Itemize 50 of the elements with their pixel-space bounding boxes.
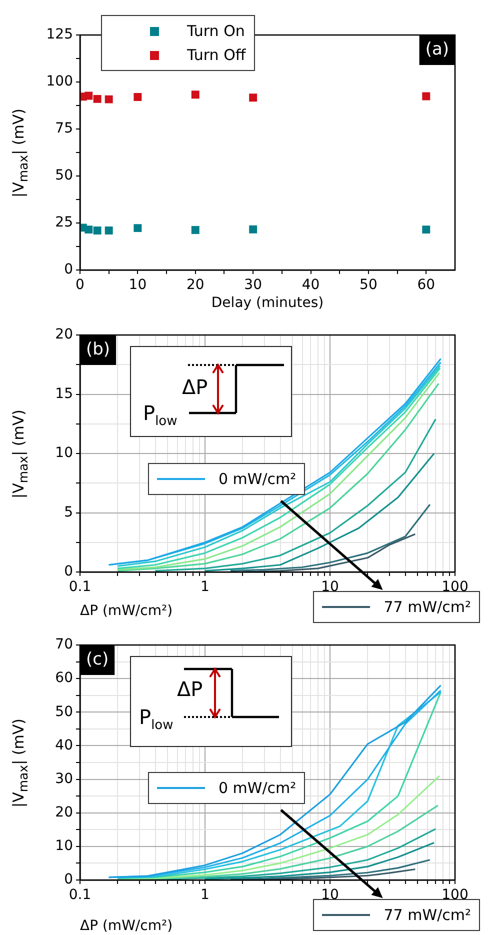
- x-axis-title: Delay (minutes): [211, 295, 324, 312]
- y-tick-label: 60: [55, 670, 73, 686]
- x-tick-label: 100: [442, 579, 468, 596]
- x-tick-label: 0.1: [68, 579, 92, 596]
- y-tick-label: 20: [55, 804, 73, 820]
- legend-label: 77 mW/cm²: [384, 906, 471, 924]
- y-tick-label: 25: [55, 214, 73, 231]
- x-tick-label: 10: [321, 887, 339, 904]
- y-tick-label: 125: [46, 26, 73, 43]
- y-tick-label: 15: [55, 386, 73, 402]
- annotation: ΔP: [182, 375, 208, 399]
- legend-label: 0 mW/cm²: [218, 778, 296, 797]
- legend-label: Turn Off: [187, 46, 246, 64]
- y-tick-label: 50: [55, 168, 73, 184]
- x-tick-label: 0.1: [68, 887, 92, 904]
- x-tick-label: 50: [360, 277, 378, 294]
- y-tick-label: 30: [55, 770, 73, 787]
- y-tick-label: 20: [55, 326, 73, 343]
- chart-title: (b): [86, 339, 110, 360]
- x-tick-label: 20: [186, 277, 204, 294]
- x-tick-label: 10: [128, 277, 147, 294]
- y-tick-label: 10: [55, 838, 73, 854]
- annotation: P$_{low}$: [143, 401, 178, 429]
- x-axis-title: ΔP (mW/cm²): [80, 603, 173, 620]
- y-tick-label: 100: [46, 74, 73, 90]
- legend-label: Turn On: [187, 22, 245, 40]
- x-axis-title: ΔP (mW/cm²): [80, 918, 173, 934]
- chart-title: (c): [86, 649, 109, 670]
- y-tick-label: 50: [55, 704, 73, 720]
- x-tick-label: 10: [321, 579, 339, 596]
- y-tick-label: 0: [64, 872, 73, 888]
- annotation: ΔP: [177, 677, 203, 701]
- x-tick-label: 60: [417, 277, 436, 294]
- y-tick-label: 10: [55, 445, 73, 462]
- legend-label: 0 mW/cm²: [218, 470, 296, 488]
- legend-label: 77 mW/cm²: [384, 598, 471, 616]
- x-tick-label: 100: [442, 887, 468, 904]
- x-tick-label: 30: [244, 277, 262, 294]
- y-tick-label: 40: [55, 737, 73, 754]
- y-tick-label: 0: [64, 262, 73, 278]
- y-tick-label: 0: [64, 564, 73, 580]
- annotation: P$_{low}$: [139, 705, 174, 733]
- chart-title: (a): [425, 39, 450, 60]
- x-tick-label: 40: [302, 277, 320, 294]
- x-tick-label: 1: [200, 579, 210, 596]
- y-tick-label: 70: [55, 636, 73, 653]
- y-tick-label: 75: [55, 120, 73, 137]
- y-tick-label: 5: [64, 504, 73, 520]
- x-tick-label: 1: [200, 887, 210, 904]
- x-tick-label: 0: [76, 277, 84, 294]
